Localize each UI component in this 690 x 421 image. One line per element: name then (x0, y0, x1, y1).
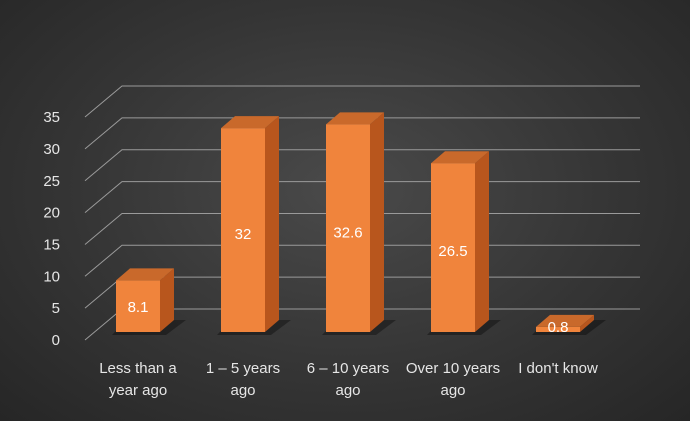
bar-top-2 (326, 112, 384, 125)
bar-2 (326, 124, 370, 332)
category-label-0: Less than a year ago (99, 360, 177, 399)
value-label-1: 32 (235, 226, 252, 243)
value-label-3: 26.5 (438, 243, 467, 260)
y-tick-label-0: 0 (52, 332, 60, 349)
y-tick-label-4: 20 (43, 205, 60, 222)
value-label-0: 8.1 (128, 299, 149, 316)
y-tick-label-2: 10 (43, 268, 60, 285)
category-label-4: I don't know (518, 360, 598, 377)
bar-top-1 (221, 116, 279, 129)
y-tick-label-7: 35 (43, 109, 60, 126)
gridline-6 (84, 117, 640, 150)
bar-side-4 (580, 314, 594, 332)
bar-top-0 (116, 268, 174, 281)
bar-4 (536, 326, 580, 332)
gridline-7 (84, 85, 640, 118)
bar-1 (221, 128, 265, 332)
y-tick-label-1: 5 (52, 300, 60, 317)
category-label-1: 1 – 5 years ago (206, 360, 280, 399)
category-label-3: Over 10 years ago (406, 360, 500, 399)
bar-side-3 (475, 151, 489, 332)
bar-side-0 (160, 268, 174, 332)
gridline-5 (84, 149, 640, 182)
value-label-2: 32.6 (333, 224, 362, 241)
y-tick-label-3: 15 (43, 236, 60, 253)
y-tick-label-5: 25 (43, 173, 60, 190)
bar-side-2 (370, 112, 384, 332)
bar-3 (431, 163, 475, 332)
value-label-4: 0.8 (548, 319, 569, 336)
bar-0 (116, 280, 160, 332)
bar-top-3 (431, 151, 489, 164)
bar-side-1 (265, 116, 279, 332)
bar-top-4 (536, 314, 594, 327)
y-tick-label-6: 30 (43, 141, 60, 158)
category-label-2: 6 – 10 years ago (307, 360, 390, 399)
